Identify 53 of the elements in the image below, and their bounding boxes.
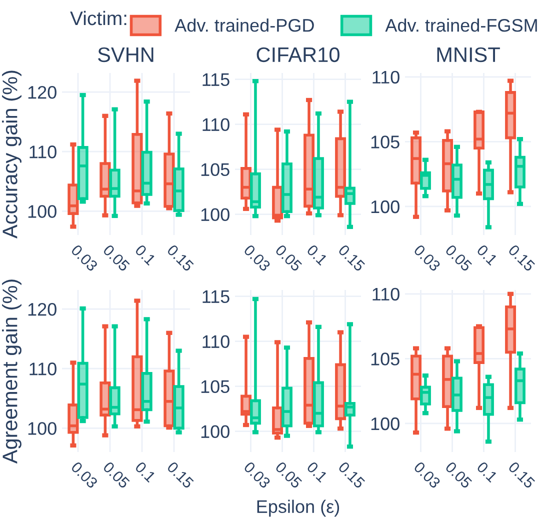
chart-title: SVHN xyxy=(98,47,154,62)
x-tick-label: 0.03 xyxy=(413,244,442,272)
y-tick-label: 120 xyxy=(28,86,56,99)
y-tick-label: 115 xyxy=(202,290,230,304)
x-tick-label: 0.05 xyxy=(102,461,130,489)
y-tick-label: 105 xyxy=(201,163,230,176)
x-tick-label: 0.05 xyxy=(274,244,303,272)
x-tick-label: 0.03 xyxy=(70,244,98,272)
y-tick-label: 105 xyxy=(201,380,230,394)
y-tick-label: 120 xyxy=(28,302,56,316)
x-axis-title: Epsilon (ε) xyxy=(257,500,340,517)
x-tick-label: 0.05 xyxy=(102,244,130,272)
y-tick-label: 100 xyxy=(371,200,400,214)
x-tick-label: 0.03 xyxy=(243,461,272,489)
y-tick-label: 100 xyxy=(201,425,230,438)
x-tick-label: 0.03 xyxy=(70,461,98,489)
x-tick-label: 0.1 xyxy=(476,244,498,266)
y-tick-label: 105 xyxy=(371,352,400,366)
chart-title: CIFAR10 xyxy=(256,47,340,62)
y-axis-title: Accuracy gain (%) xyxy=(2,70,22,238)
legend-label: Adv. trained-FGSM xyxy=(385,18,537,32)
y-tick-label: 100 xyxy=(201,208,230,222)
chart-title: MNIST xyxy=(437,47,500,62)
x-tick-label: 0.03 xyxy=(413,461,442,489)
x-tick-label: 0.15 xyxy=(166,244,194,272)
x-tick-label: 0.05 xyxy=(444,244,473,272)
x-tick-label: 0.1 xyxy=(476,461,498,483)
legend-title: Victim: xyxy=(70,10,126,26)
y-tick-label: 115 xyxy=(202,73,230,86)
x-tick-label: 0.05 xyxy=(444,461,473,489)
y-tick-label: 110 xyxy=(372,288,400,301)
x-tick-label: 0.03 xyxy=(243,244,272,272)
y-tick-label: 100 xyxy=(28,422,56,435)
x-tick-label: 0.15 xyxy=(508,461,536,489)
y-tick-label: 110 xyxy=(30,146,56,158)
y-tick-label: 110 xyxy=(372,70,400,84)
x-tick-label: 0.1 xyxy=(306,461,328,483)
x-tick-label: 0.1 xyxy=(134,461,156,483)
x-tick-label: 0.15 xyxy=(338,244,366,272)
legend-label: Adv. trained-PGD xyxy=(174,18,314,32)
x-tick-label: 0.15 xyxy=(166,461,194,489)
x-tick-label: 0.1 xyxy=(306,244,328,266)
y-tick-label: 110 xyxy=(30,362,56,376)
y-axis-title: Agreement gain (%) xyxy=(2,280,22,464)
x-tick-label: 0.1 xyxy=(134,244,156,266)
y-tick-label: 100 xyxy=(371,417,400,430)
x-tick-label: 0.15 xyxy=(508,244,536,272)
x-tick-label: 0.15 xyxy=(338,461,366,489)
y-tick-label: 105 xyxy=(371,136,400,148)
y-tick-label: 110 xyxy=(202,118,230,132)
y-tick-label: 100 xyxy=(28,205,56,218)
y-tick-label: 110 xyxy=(202,335,230,348)
x-tick-label: 0.05 xyxy=(274,461,303,489)
